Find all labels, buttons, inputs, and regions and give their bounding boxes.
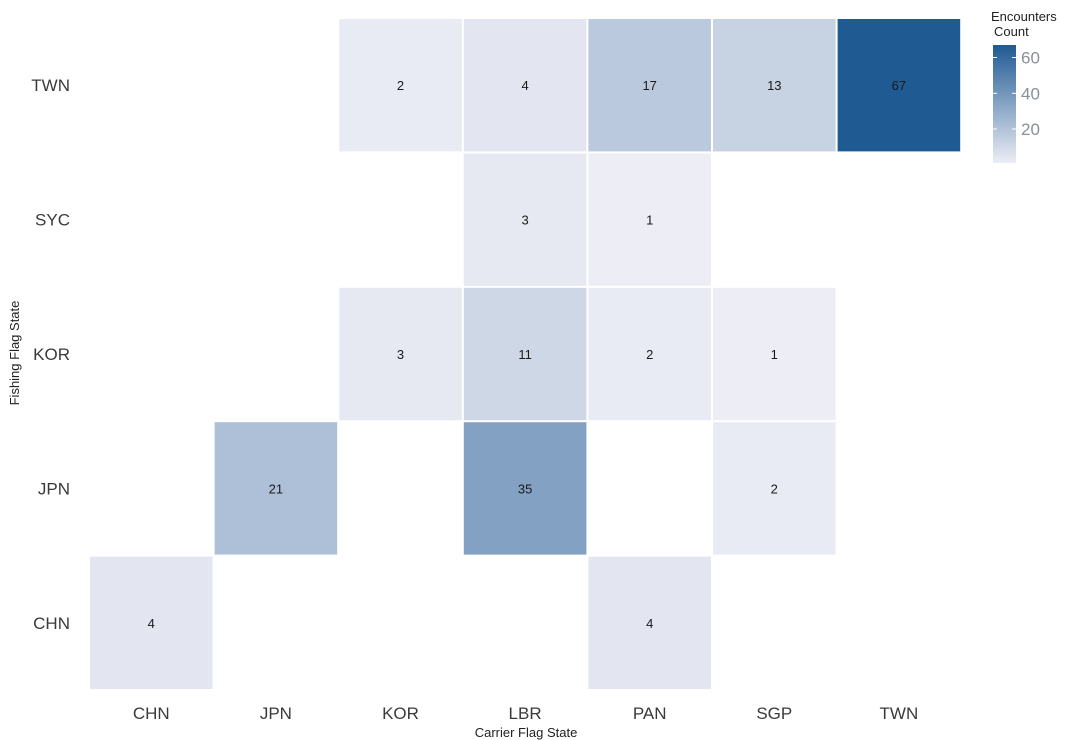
x-tick-label: PAN [633, 704, 667, 723]
heatmap-cell-jpn-jpn [214, 422, 338, 555]
cell-value-label: 1 [646, 213, 653, 228]
cell-value-label: 2 [646, 347, 653, 362]
y-axis-ticks: TWN SYC KOR JPN CHN [31, 76, 70, 633]
x-axis-ticks: CHN JPN KOR LBR PAN SGP TWN [133, 704, 918, 723]
heatmap-cell-labels: 2 4 17 13 673 13 11 2 121 35 24 4 [148, 78, 906, 631]
heatmap-cells [90, 19, 961, 689]
cell-value-label: 35 [518, 481, 532, 496]
cell-value-label: 1 [771, 347, 778, 362]
heatmap-cell-jpn-sgp [713, 422, 836, 555]
cell-value-label: 13 [767, 78, 781, 93]
heatmap-cell-syc-lbr [463, 153, 587, 286]
cell-value-label: 4 [646, 616, 653, 631]
y-tick-label: JPN [38, 479, 70, 498]
heatmap-cell-chn-pan [588, 556, 711, 689]
heatmap-cell-jpn-lbr [463, 422, 587, 555]
y-tick-label: CHN [33, 614, 70, 633]
x-tick-label: TWN [880, 704, 919, 723]
heatmap-cell-kor-sgp [713, 287, 836, 421]
y-tick-label: KOR [33, 345, 70, 364]
legend-tick-label: 20 [1021, 120, 1040, 139]
cell-value-label: 4 [521, 78, 528, 93]
heatmap-cell-kor-lbr [463, 287, 587, 421]
heatmap-cell-twn-lbr [463, 19, 587, 152]
cell-value-label: 3 [397, 347, 404, 362]
cell-value-label: 2 [397, 78, 404, 93]
legend-title-line2: Count [994, 24, 1029, 39]
x-tick-label: JPN [260, 704, 292, 723]
legend-tick-label: 60 [1021, 49, 1040, 68]
heatmap-cell-twn-twn [837, 19, 961, 152]
cell-value-label: 17 [642, 78, 656, 93]
legend-tick-label: 40 [1021, 84, 1040, 103]
cell-value-label: 67 [892, 78, 906, 93]
heatmap-cell-twn-sgp [713, 19, 836, 152]
cell-value-label: 21 [269, 481, 283, 496]
x-tick-label: KOR [382, 704, 419, 723]
color-legend: Encounters Count 20 40 60 [991, 9, 1057, 163]
heatmap-cell-twn-kor [339, 19, 462, 152]
cell-value-label: 4 [148, 616, 155, 631]
y-tick-label: SYC [35, 211, 70, 230]
heatmap-cell-kor-pan [588, 287, 711, 421]
cell-value-label: 3 [521, 213, 528, 228]
heatmap-cell-twn-pan [588, 19, 711, 152]
x-tick-label: CHN [133, 704, 170, 723]
x-axis-title: Carrier Flag State [475, 725, 578, 740]
heatmap-cell-chn-chn [90, 556, 213, 689]
x-tick-label: LBR [509, 704, 542, 723]
cell-value-label: 11 [518, 347, 532, 362]
legend-ticks: 20 40 60 [993, 49, 1040, 139]
x-tick-label: SGP [756, 704, 792, 723]
heatmap-cell-kor-kor [339, 287, 462, 421]
y-tick-label: TWN [31, 76, 70, 95]
heatmap-cell-syc-pan [588, 153, 711, 286]
cell-value-label: 2 [771, 481, 778, 496]
legend-colorbar [993, 45, 1016, 163]
y-axis-title: Fishing Flag State [7, 301, 22, 406]
legend-title-line1: Encounters [991, 9, 1057, 24]
